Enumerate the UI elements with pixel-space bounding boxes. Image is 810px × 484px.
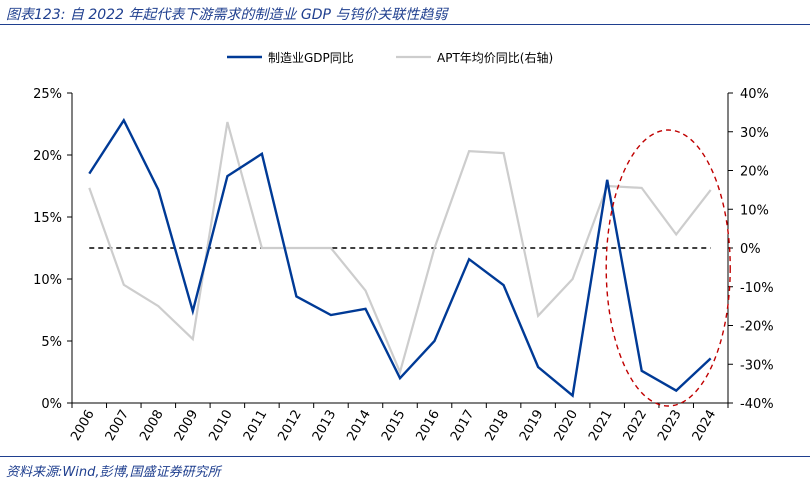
right-tick-label: 20% — [740, 165, 769, 180]
left-tick-label: 5% — [41, 335, 62, 350]
right-tick-label: -20% — [740, 320, 774, 335]
series-line-gdp — [88, 117, 712, 398]
right-tick-label: -30% — [740, 358, 774, 373]
x-tick-label: 2021 — [586, 408, 616, 444]
right-tick-label: 0% — [740, 242, 761, 257]
x-tick-label: 2024 — [690, 408, 720, 444]
x-tick-label: 2017 — [448, 408, 478, 444]
line-chart: 制造业GDP同比 APT年均价同比(右轴) 0% 5% 10% 15% 20% 25% -40… — [33, 50, 774, 444]
x-tick-label: 2010 — [206, 408, 236, 444]
x-tick-label: 2009 — [172, 408, 202, 444]
left-tick-label: 20% — [33, 149, 62, 164]
left-tick-label: 15% — [33, 211, 62, 226]
legend-label-apt: APT年均价同比(右轴) — [437, 50, 553, 65]
x-tick-label: 2022 — [621, 408, 651, 444]
x-tick-label: 2020 — [552, 408, 582, 444]
x-tick-label: 2007 — [103, 408, 133, 444]
x-tick-label: 2019 — [517, 408, 547, 444]
axes: 0% 5% 10% 15% 20% 25% -40% -30% -20% -10% 0% 10% 20%… — [33, 87, 774, 444]
series-line-apt — [88, 121, 712, 376]
highlight-ellipse — [605, 129, 731, 407]
left-tick-label: 10% — [33, 273, 62, 288]
left-tick-label: 0% — [41, 397, 62, 412]
right-tick-label: 10% — [740, 203, 769, 218]
x-tick-label: 2014 — [344, 408, 374, 444]
x-tick-label: 2015 — [379, 408, 409, 444]
right-tick-label: -10% — [740, 281, 774, 296]
right-tick-label: 30% — [740, 126, 769, 141]
legend-label-gdp: 制造业GDP同比 — [268, 51, 354, 65]
title-divider — [0, 24, 810, 25]
left-tick-label: 25% — [33, 87, 62, 102]
source-note: 资料来源:Wind,彭博,国盛证券研究所 — [6, 465, 221, 480]
x-tick-label: 2008 — [137, 408, 167, 444]
x-tick-label: 2018 — [483, 408, 513, 444]
x-tick-label: 2013 — [310, 408, 340, 444]
x-tick-label: 2023 — [655, 408, 685, 444]
x-tick-label: 2011 — [241, 408, 271, 444]
chart-title: 图表123: 自 2022 年起代表下游需求的制造业 GDP 与钨价关联性趋弱 — [6, 7, 448, 23]
overlay — [605, 129, 731, 407]
right-tick-label: 40% — [740, 87, 769, 102]
x-tick-label: 2012 — [275, 408, 305, 444]
right-tick-label: -40% — [740, 397, 774, 412]
x-tick-label: 2006 — [68, 408, 98, 444]
legend: 制造业GDP同比 APT年均价同比(右轴) — [227, 50, 553, 65]
source-divider — [0, 456, 810, 457]
series-lines — [88, 117, 712, 398]
x-tick-label: 2016 — [413, 408, 443, 444]
